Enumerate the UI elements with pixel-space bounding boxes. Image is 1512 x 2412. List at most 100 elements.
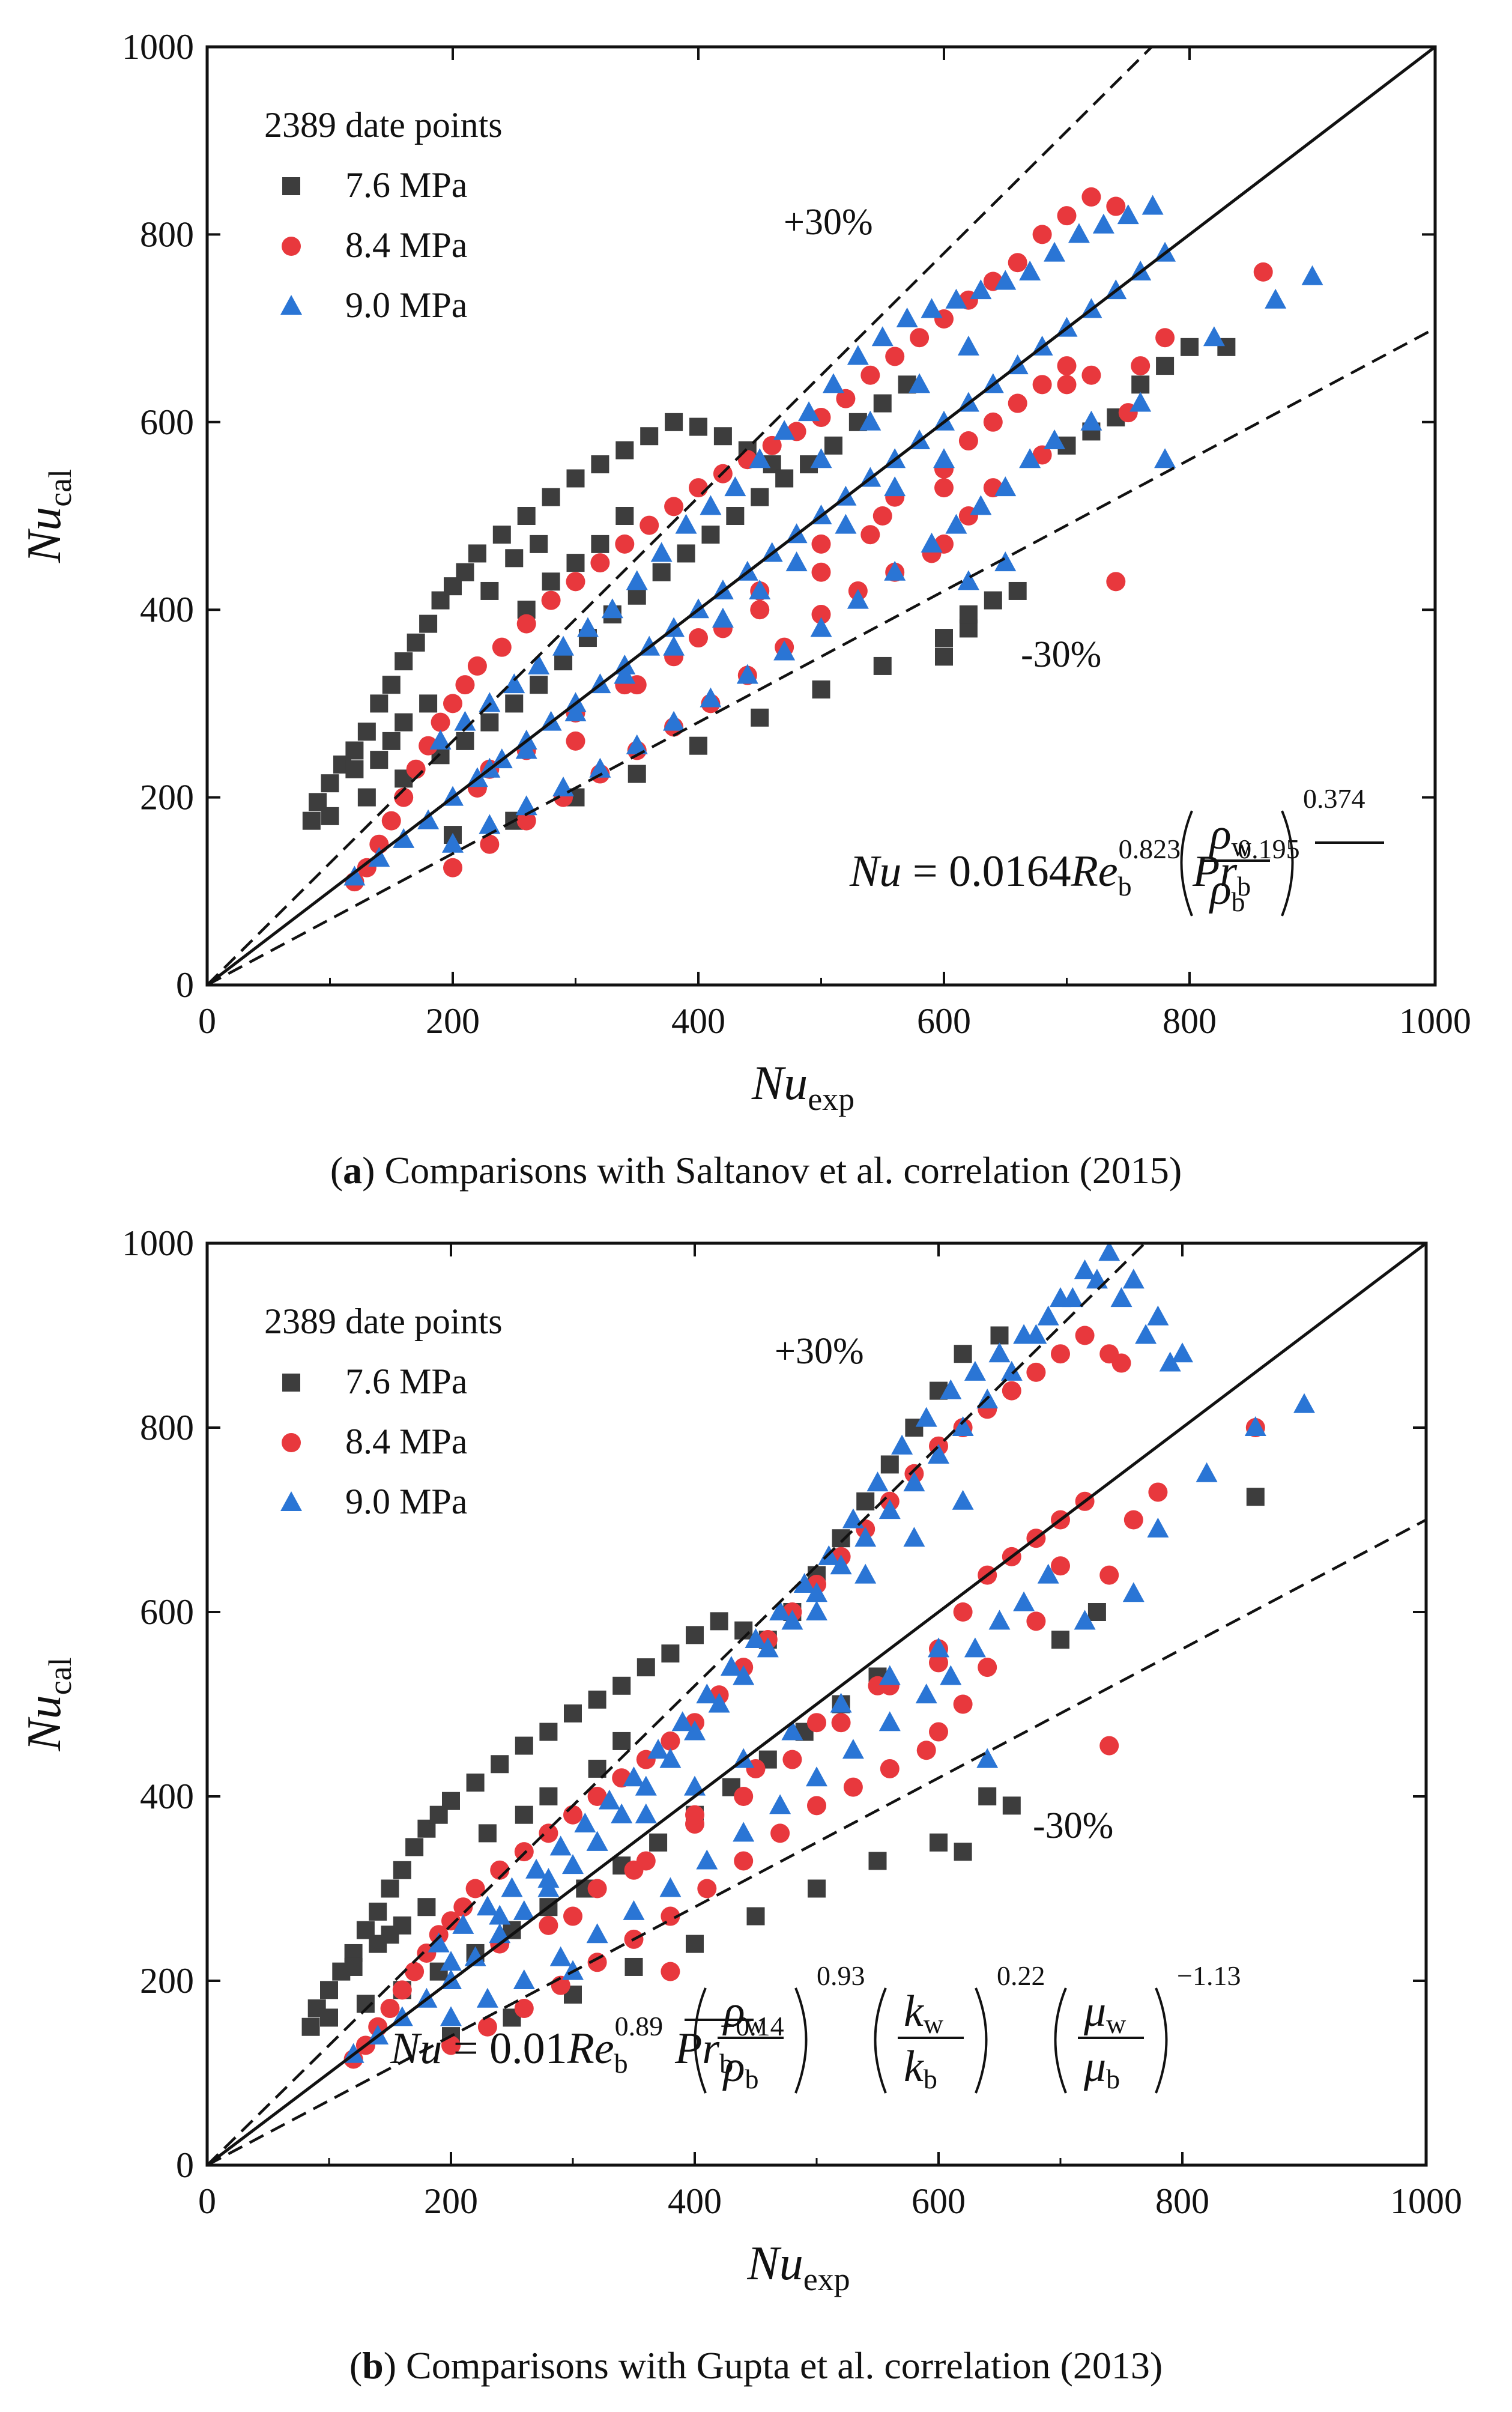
data-point — [542, 572, 560, 591]
x-tick-label: 1000 — [1399, 1001, 1471, 1041]
data-point — [1044, 429, 1066, 450]
data-point — [733, 1665, 755, 1685]
data-point — [830, 1554, 852, 1575]
data-point — [1087, 1603, 1106, 1621]
data-point — [1131, 356, 1151, 376]
data-point — [689, 417, 707, 436]
data-point — [612, 1676, 631, 1695]
data-point — [440, 1951, 462, 1971]
data-point — [1032, 445, 1052, 465]
data-point — [615, 534, 635, 554]
data-point — [806, 1601, 827, 1620]
data-point — [994, 270, 1017, 290]
data-point — [1131, 375, 1150, 394]
y-tick-label: 800 — [140, 214, 194, 254]
y-axis-label: Nucal — [18, 1657, 78, 1751]
data-point — [701, 526, 720, 544]
data-point — [501, 1877, 523, 1897]
data-point — [954, 1345, 972, 1363]
data-point — [665, 413, 683, 431]
data-point — [563, 1805, 582, 1825]
chart-a: 0 200 400 600 800 1000 0 200 400 600 800 1000 Nuexp N… — [18, 27, 1471, 1192]
data-point — [689, 478, 708, 498]
legend-title: 2389 date points — [264, 1301, 503, 1341]
data-point — [441, 2035, 461, 2055]
data-point — [1019, 260, 1041, 280]
data-point — [598, 1789, 620, 1810]
data-point — [465, 1879, 485, 1898]
data-point — [405, 1838, 424, 1856]
data-point — [394, 787, 414, 807]
fraction-denominator: kb — [904, 2042, 937, 2094]
legend-marker — [282, 1374, 300, 1392]
chart-b: 0 200 400 600 800 1000 0 200 400 600 800 1000 Nuexp N… — [18, 1223, 1462, 2387]
fraction-denominator: ρb — [722, 2042, 759, 2094]
legend-label: 9.0 MPa — [345, 1482, 467, 1521]
data-point — [832, 1529, 850, 1548]
data-point — [357, 723, 376, 741]
data-point — [601, 598, 623, 619]
data-point — [785, 551, 808, 572]
data-point — [537, 1868, 560, 1888]
data-point — [1253, 262, 1273, 282]
data-point — [640, 515, 659, 535]
data-point — [773, 420, 796, 440]
data-point — [945, 288, 967, 309]
data-point — [1135, 1324, 1157, 1344]
legend-label: 8.4 MPa — [345, 225, 467, 265]
data-point — [539, 1723, 558, 1741]
data-point — [952, 1416, 974, 1436]
data-point — [994, 551, 1017, 572]
data-point — [1057, 356, 1077, 376]
data-point — [713, 427, 732, 446]
data-point — [903, 1471, 925, 1492]
data-point — [671, 1711, 694, 1732]
fraction-denominator: μb — [1083, 2042, 1120, 2094]
data-point — [970, 279, 992, 300]
data-point — [663, 711, 685, 731]
data-point — [1062, 1287, 1084, 1308]
data-point — [903, 1527, 925, 1547]
data-point — [549, 1835, 572, 1856]
data-point — [663, 635, 685, 656]
data-point — [490, 1860, 510, 1880]
data-point — [1111, 1353, 1131, 1373]
data-point — [689, 628, 708, 648]
data-point — [480, 834, 500, 854]
data-point — [381, 811, 401, 831]
data-point — [954, 1843, 972, 1861]
data-point — [909, 373, 931, 393]
data-point — [868, 1852, 887, 1870]
data-point — [859, 410, 881, 431]
data-point — [945, 514, 967, 534]
data-point — [860, 525, 880, 545]
data-point — [872, 506, 892, 526]
data-point — [647, 1739, 670, 1759]
data-point — [884, 560, 906, 581]
x-tick-label: 0 — [198, 1001, 216, 1041]
data-point — [689, 736, 707, 755]
data-point — [357, 788, 376, 807]
data-point — [964, 1637, 986, 1658]
data-point — [419, 736, 438, 756]
ratio-exponent: 0.93 — [817, 1960, 865, 1991]
data-point — [811, 407, 831, 427]
ratio-exponent: 0.374 — [1303, 783, 1365, 814]
data-point — [781, 1610, 803, 1630]
data-point — [1008, 581, 1027, 600]
series-7-6-mpa — [302, 338, 1236, 844]
data-point — [793, 1572, 815, 1593]
data-point — [528, 654, 550, 674]
data-point — [822, 373, 844, 393]
data-point — [934, 478, 954, 498]
data-point — [623, 1766, 645, 1787]
data-point — [627, 765, 646, 783]
formula-main: Nu = 0.01Reb0.89 Prb−0.14 — [390, 2011, 784, 2079]
upper-band-label: +30% — [775, 1331, 864, 1372]
data-point — [552, 776, 575, 796]
data-point — [953, 1602, 973, 1622]
data-point — [746, 1907, 765, 1926]
y-tick-label: 200 — [140, 1961, 194, 2001]
data-point — [808, 1879, 826, 1898]
